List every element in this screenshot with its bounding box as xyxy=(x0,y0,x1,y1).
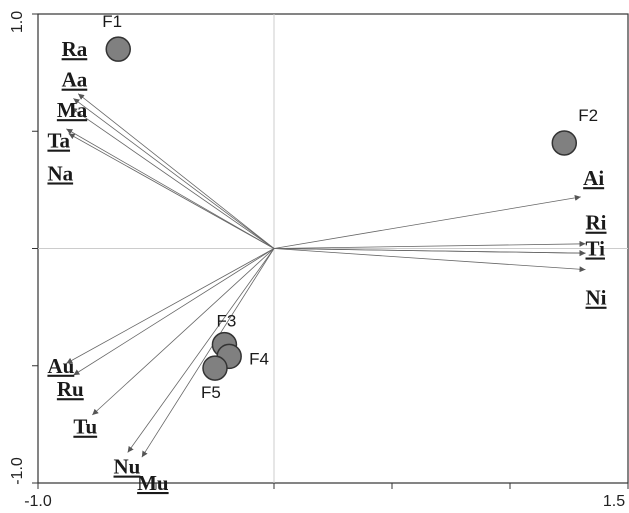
vector-label-ma: Ma xyxy=(57,98,88,122)
vector-label-ta: Ta xyxy=(47,129,70,153)
vector-label-ni: Ni xyxy=(586,286,607,310)
vector-arrow-aa xyxy=(73,98,275,249)
vector-arrow-ai xyxy=(273,194,581,249)
vector-arrow-ri xyxy=(273,240,586,249)
point-f2 xyxy=(551,130,578,156)
sample-points: F1 F2 F3 F4 F5 xyxy=(102,12,598,402)
vector-arrow-tu xyxy=(92,248,275,416)
vector-label-mu: Mu xyxy=(137,471,169,495)
vector-label-ai: Ai xyxy=(583,166,604,190)
vector-label-ri: Ri xyxy=(586,211,607,235)
point-label-f4: F4 xyxy=(249,349,269,368)
vector-label-ti: Ti xyxy=(586,237,606,261)
vector-label-au: Au xyxy=(47,354,74,378)
plot-frame xyxy=(37,13,629,484)
vector-arrows xyxy=(66,93,586,458)
vector-labels: RaAaMaTaNaAiRiTiMiNiAuRuTuNuMu xyxy=(47,37,607,495)
vector-label-tu: Tu xyxy=(73,415,97,439)
point-label-f3: F3 xyxy=(216,312,236,331)
vector-arrow-mi xyxy=(273,248,586,257)
y-tick-label: -1.0 xyxy=(9,457,26,485)
vector-label-nu: Nu xyxy=(114,455,141,479)
vector-label-aa: Aa xyxy=(62,68,88,92)
vector-arrow-ra xyxy=(77,93,275,249)
vector-arrow-na xyxy=(68,133,275,249)
point-f5 xyxy=(202,355,228,381)
x-tick-label: 1.5 xyxy=(603,493,625,510)
point-label-f1: F1 xyxy=(102,12,122,31)
vector-arrow-au xyxy=(66,248,275,364)
vector-label-ra: Ra xyxy=(62,37,88,61)
vector-arrow-ta xyxy=(66,128,275,249)
point-label-f2: F2 xyxy=(578,106,598,125)
vector-arrow-ma xyxy=(70,107,275,249)
axis-ticks: -1.0 1.5 1.0 -1.0 xyxy=(9,11,629,510)
point-f1 xyxy=(105,36,131,62)
y-tick-label: 1.0 xyxy=(9,11,26,33)
vector-arrow-ni xyxy=(273,248,586,273)
vector-arrow-nu xyxy=(127,248,275,453)
point-label-f5: F5 xyxy=(201,383,221,402)
vector-arrow-ru xyxy=(73,248,275,376)
vector-label-ru: Ru xyxy=(57,377,84,401)
x-tick-label: -1.0 xyxy=(24,493,52,510)
vector-label-na: Na xyxy=(47,161,73,185)
vector-arrow-mu xyxy=(141,248,275,458)
